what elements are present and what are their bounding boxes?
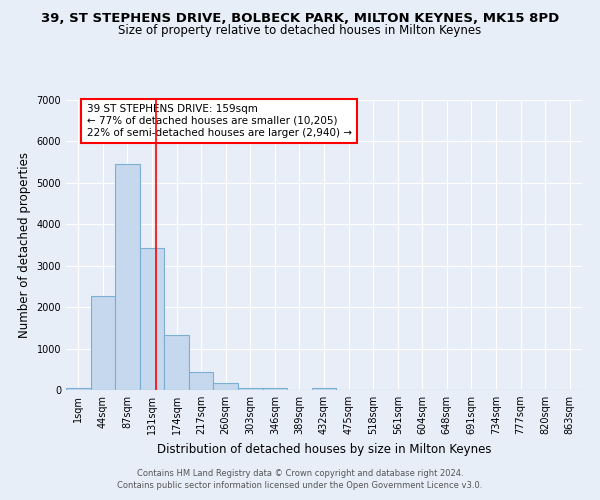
Bar [238,388,263,390]
Text: 39 ST STEPHENS DRIVE: 159sqm
← 77% of detached houses are smaller (10,205)
22% o: 39 ST STEPHENS DRIVE: 159sqm ← 77% of de… [86,104,352,138]
Bar [66,388,91,390]
Bar [189,372,214,390]
Bar [214,384,238,390]
Text: Distribution of detached houses by size in Milton Keynes: Distribution of detached houses by size … [157,442,491,456]
Text: 39, ST STEPHENS DRIVE, BOLBECK PARK, MILTON KEYNES, MK15 8PD: 39, ST STEPHENS DRIVE, BOLBECK PARK, MIL… [41,12,559,26]
Y-axis label: Number of detached properties: Number of detached properties [18,152,31,338]
Bar [263,388,287,390]
Bar [91,296,115,390]
Text: Size of property relative to detached houses in Milton Keynes: Size of property relative to detached ho… [118,24,482,37]
Bar [312,388,336,390]
Bar [115,164,140,390]
Text: Contains HM Land Registry data © Crown copyright and database right 2024.: Contains HM Land Registry data © Crown c… [137,468,463,477]
Text: Contains public sector information licensed under the Open Government Licence v3: Contains public sector information licen… [118,481,482,490]
Bar [164,335,189,390]
Bar [140,248,164,390]
